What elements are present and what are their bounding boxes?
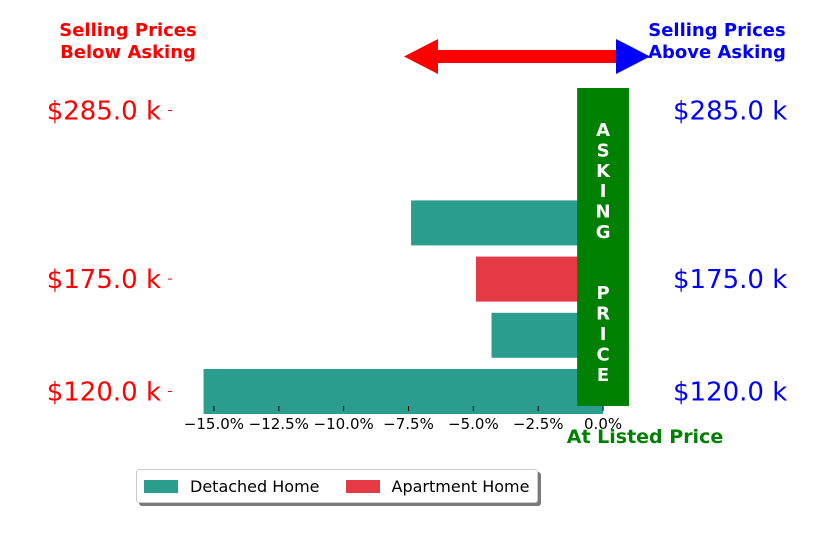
- y-tick-label-left: $285.0 k: [47, 97, 161, 127]
- asking-price-letter: C: [596, 344, 609, 365]
- bar-detached-5: [203, 369, 604, 414]
- y-tick-label-right: $285.0 k: [673, 97, 787, 127]
- legend-swatch-detached: [144, 479, 178, 493]
- above-asking-label: Selling Prices Above Asking: [648, 20, 786, 63]
- asking-price-letter: N: [596, 202, 611, 223]
- asking-price-letter: S: [597, 140, 610, 161]
- x-tick-label: −15.0%: [184, 415, 244, 433]
- below-asking-label: Selling Prices Below Asking: [59, 20, 197, 63]
- asking-price-letter: G: [596, 222, 611, 243]
- y-tick-label-left: $175.0 k: [47, 265, 161, 295]
- x-tick-label: −2.5%: [513, 415, 564, 433]
- x-tick-label: −7.5%: [383, 415, 434, 433]
- x-tick-label: −12.5%: [249, 415, 309, 433]
- asking-price-letter: A: [596, 120, 610, 141]
- asking-price-letter: I: [600, 181, 607, 202]
- x-tick-label: −5.0%: [448, 415, 499, 433]
- asking-price-letter: K: [596, 161, 611, 182]
- legend-item-detached: Detached Home: [144, 477, 320, 496]
- bar-detached-2: [411, 200, 604, 246]
- legend-label-apartment: Apartment Home: [391, 476, 530, 496]
- asking-price-band: [577, 88, 630, 406]
- asking-price-letter: P: [596, 283, 609, 304]
- arrow-shaft: [436, 50, 620, 63]
- y-tick-label-left: $120.0 k: [47, 378, 161, 408]
- asking-price-letter: R: [596, 304, 610, 325]
- legend-label-detached: Detached Home: [190, 476, 320, 496]
- asking-price-letter: I: [600, 324, 607, 345]
- asking-price-letter: E: [597, 365, 609, 386]
- y-tick-label-right: $120.0 k: [673, 378, 787, 408]
- legend-swatch-apartment: [345, 479, 380, 493]
- arrow-right-head: [616, 39, 650, 74]
- legend-item-apartment: Apartment Home: [345, 476, 530, 496]
- x-tick-label: −10.0%: [314, 415, 374, 433]
- legend: Detached Home Apartment Home: [136, 469, 539, 503]
- y-tick-label-right: $175.0 k: [673, 265, 787, 295]
- x-axis-label: At Listed Price: [566, 426, 724, 448]
- x-tick-label: 0.0%: [584, 415, 622, 433]
- arrow-left-head: [404, 39, 438, 74]
